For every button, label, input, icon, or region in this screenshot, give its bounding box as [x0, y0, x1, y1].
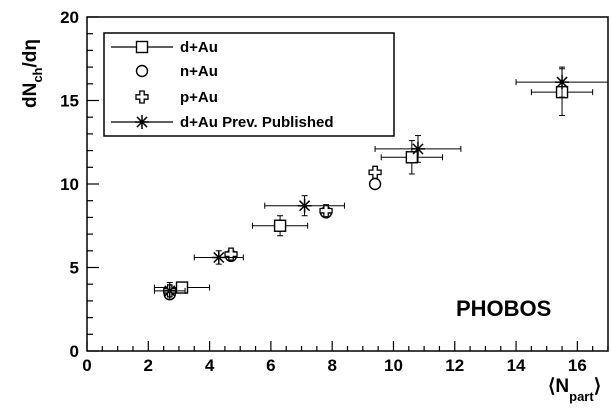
y-tick-label: 10 [60, 175, 79, 194]
legend-label-d-au: d+Au [180, 39, 218, 56]
p-au-point [319, 204, 333, 218]
n-au-point [368, 177, 382, 191]
legend-label-p-au: p+Au [180, 89, 218, 106]
d-au-point [273, 219, 287, 232]
x-axis-label: ⟨Npart⟩ [548, 376, 601, 404]
x-tick-label: 14 [507, 356, 526, 375]
x-tick-label: 2 [144, 356, 153, 375]
d-au-prev-published-point [211, 250, 226, 265]
phobos-annotation: PHOBOS [456, 296, 551, 321]
p-au-point [368, 165, 382, 179]
x-tick-label: 0 [82, 356, 91, 375]
x-tick-label: 10 [384, 356, 403, 375]
legend-marker-p-au [135, 90, 149, 104]
legend-label-n-au: n+Au [180, 63, 218, 80]
x-tick-label: 6 [266, 356, 275, 375]
d-au-prev-published-point [410, 141, 425, 156]
legend: d+Au n+Au p+Au d+Au Prev. Published [103, 32, 395, 137]
d-au-point [405, 151, 419, 164]
x-tick-label: 8 [327, 356, 336, 375]
legend-label-d-au-prev-published: d+Au Prev. Published [180, 114, 334, 131]
d-au-prev-published-point [297, 198, 312, 213]
y-tick-label: 15 [60, 92, 79, 111]
d-au-point [175, 281, 189, 294]
legend-marker-d-au [135, 40, 149, 54]
legend-marker-n-au [135, 64, 149, 78]
axes-layer: 0 2 4 6 8 10 12 14 16 0 5 10 15 20 [60, 8, 609, 375]
d-au-prev-published-point [555, 75, 570, 90]
d-au-prev-published-point [162, 283, 177, 298]
legend-marker-d-au-prev-published [135, 115, 149, 129]
legend-box [103, 32, 395, 137]
x-tick-label: 12 [445, 356, 464, 375]
data-layer [153, 66, 609, 301]
y-tick-label: 5 [70, 259, 79, 278]
x-tick-label: 4 [205, 356, 215, 375]
y-tick-label: 20 [60, 8, 79, 27]
y-axis-label: dNch/dη [20, 39, 45, 108]
x-tick-label: 16 [568, 356, 587, 375]
p-au-point [224, 247, 238, 261]
y-tick-label: 0 [70, 342, 79, 361]
